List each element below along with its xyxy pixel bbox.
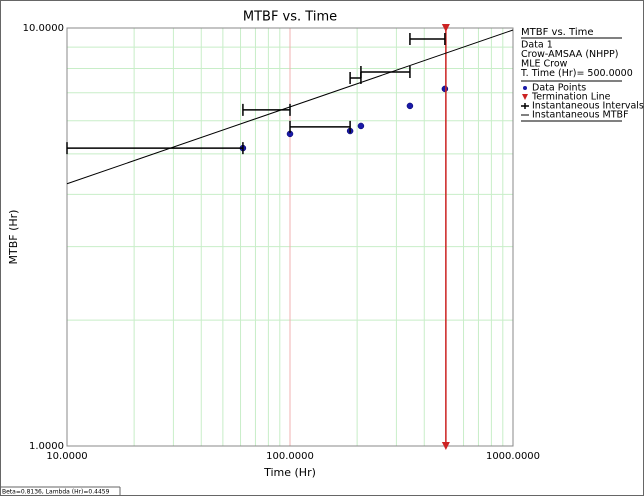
x-tick-label: 100.0000 xyxy=(266,451,314,462)
legend-info: MLE Crow xyxy=(521,59,568,70)
footer: Beta=0.8136, Lambda (Hr)=0.4459 xyxy=(2,489,110,496)
legend-info: T. Time (Hr)= 500.0000 xyxy=(520,68,633,79)
data-point xyxy=(357,122,365,130)
chart-title: MTBF vs. Time xyxy=(243,10,337,25)
interval xyxy=(360,65,411,78)
x-tick-label: 10.0000 xyxy=(46,451,87,462)
legend-info: Data 1 xyxy=(521,40,553,51)
legend-info: Crow-AMSAA (NHPP) xyxy=(521,49,618,60)
y-axis-label: MTBF (Hr) xyxy=(7,210,20,265)
interval xyxy=(289,120,351,133)
legend-symbol xyxy=(522,94,528,100)
y-tick-label: 10.0000 xyxy=(23,23,64,34)
legend-label: Instantaneous MTBF xyxy=(532,110,629,121)
termination-marker xyxy=(441,442,450,450)
x-tick-label: 1000.0000 xyxy=(486,451,540,462)
termination-marker xyxy=(441,24,450,32)
legend-label: Data Points xyxy=(532,83,586,94)
legend-label: Instantaneous Intervals xyxy=(532,101,644,112)
y-tick-label: 1.0000 xyxy=(29,441,64,452)
plot-area xyxy=(66,27,514,447)
interval xyxy=(66,142,244,155)
mtbf-line xyxy=(66,29,514,185)
legend-symbol xyxy=(523,86,527,90)
x-axis-label: Time (Hr) xyxy=(263,466,316,479)
interval xyxy=(409,33,446,46)
legend-title: MTBF vs. Time xyxy=(521,27,594,38)
legend-label: Termination Line xyxy=(531,92,611,103)
data-point xyxy=(441,85,449,93)
legend-symbol xyxy=(521,103,529,109)
data-point xyxy=(406,102,414,110)
